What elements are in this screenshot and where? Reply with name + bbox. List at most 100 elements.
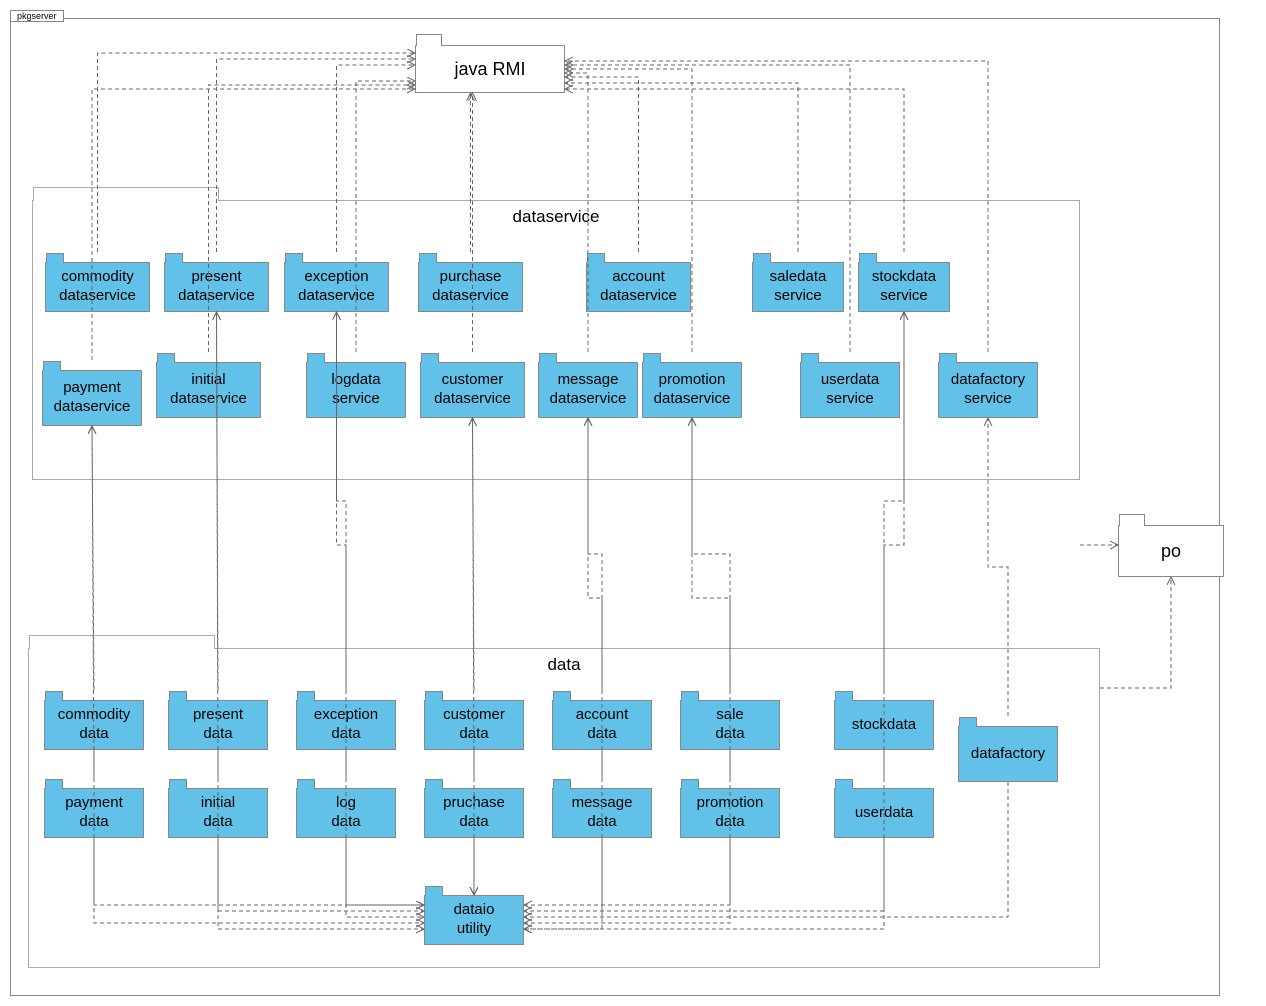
pkg-data-stockdata: stockdata: [834, 700, 934, 750]
pkg-tab: [46, 253, 64, 263]
pkg-dataservice-saledata: saledataservice: [752, 262, 844, 312]
pkg-tab: [425, 779, 443, 789]
pkg-label: purchasedataservice: [419, 268, 522, 306]
node-tab: [416, 34, 442, 46]
pkg-dataservice-commodity: commoditydataservice: [45, 262, 150, 312]
pkg-label: datafactory: [959, 745, 1057, 764]
pkg-tab: [307, 353, 325, 363]
pkg-label: messagedataservice: [539, 371, 637, 409]
node-label: java RMI: [454, 59, 525, 80]
java-rmi-node: java RMI: [415, 45, 565, 93]
pkg-dataservice-exception: exceptiondataservice: [284, 262, 389, 312]
pkg-tab: [169, 779, 187, 789]
pkg-tab: [421, 353, 439, 363]
pkg-label: paymentdata: [45, 794, 143, 832]
pkg-dataservice-promotion: promotiondataservice: [642, 362, 742, 418]
pkg-label: logdata: [297, 794, 395, 832]
frame-tab: pkgserver: [10, 10, 64, 22]
pkg-label: accountdataservice: [587, 268, 690, 306]
pkg-label: exceptiondata: [297, 706, 395, 744]
pkg-data-present: presentdata: [168, 700, 268, 750]
pkg-dataservice-logdata: logdataservice: [306, 362, 406, 418]
pkg-tab: [157, 353, 175, 363]
pkg-dataservice-userdata: userdataservice: [800, 362, 900, 418]
pkg-label: initialdataservice: [157, 371, 260, 409]
pkg-data-userdata: userdata: [834, 788, 934, 838]
pkg-tab: [45, 691, 63, 701]
pkg-label: userdata: [835, 804, 933, 823]
pkg-label: promotiondata: [681, 794, 779, 832]
pkg-tab: [681, 779, 699, 789]
pkg-label: pruchasedata: [425, 794, 523, 832]
pkg-tab: [297, 691, 315, 701]
pkg-data-datafactory: datafactory: [958, 726, 1058, 782]
pkg-label: stockdata: [835, 716, 933, 735]
pkg-label: messagedata: [553, 794, 651, 832]
container-title: data: [29, 655, 1099, 675]
pkg-data-customer: customerdata: [424, 700, 524, 750]
pkg-dataservice-datafactory: datafactoryservice: [938, 362, 1038, 418]
pkg-label: paymentdataservice: [43, 379, 141, 417]
pkg-tab: [425, 886, 443, 896]
pkg-data-account: accountdata: [552, 700, 652, 750]
pkg-label: presentdata: [169, 706, 267, 744]
pkg-label: customerdata: [425, 706, 523, 744]
pkg-tab: [43, 361, 61, 371]
pkg-label: commoditydata: [45, 706, 143, 744]
pkg-label: commoditydataservice: [46, 268, 149, 306]
pkg-dataservice-purchase: purchasedataservice: [418, 262, 523, 312]
pkg-tab: [587, 253, 605, 263]
pkg-tab: [681, 691, 699, 701]
pkg-label: datafactoryservice: [939, 371, 1037, 409]
pkg-label: exceptiondataservice: [285, 268, 388, 306]
pkg-dataservice-customer: customerdataservice: [420, 362, 525, 418]
pkg-data-payment: paymentdata: [44, 788, 144, 838]
pkg-tab: [419, 253, 437, 263]
container-title: dataservice: [33, 207, 1079, 227]
pkg-tab: [425, 691, 443, 701]
pkg-label: logdataservice: [307, 371, 405, 409]
pkg-tab: [939, 353, 957, 363]
pkg-tab: [835, 779, 853, 789]
pkg-dataservice-message: messagedataservice: [538, 362, 638, 418]
pkg-label: presentdataservice: [165, 268, 268, 306]
node-tab: [1119, 514, 1145, 526]
pkg-dataservice-account: accountdataservice: [586, 262, 691, 312]
pkg-data-sale: saledata: [680, 700, 780, 750]
pkg-dataio-utility: dataioutility: [424, 895, 524, 945]
pkg-tab: [297, 779, 315, 789]
dataservice-container: dataservice: [32, 200, 1080, 480]
pkg-tab: [45, 779, 63, 789]
pkg-data-promotion: promotiondata: [680, 788, 780, 838]
container-tab: [29, 635, 215, 649]
pkg-data-message: messagedata: [552, 788, 652, 838]
pkg-dataservice-payment: paymentdataservice: [42, 370, 142, 426]
pkg-label: userdataservice: [801, 371, 899, 409]
pkg-data-pruchase: pruchasedata: [424, 788, 524, 838]
node-label: po: [1161, 541, 1181, 562]
pkg-label: promotiondataservice: [643, 371, 741, 409]
pkg-tab: [165, 253, 183, 263]
pkg-tab: [553, 691, 571, 701]
pkg-label: saledata: [681, 706, 779, 744]
pkg-label: stockdataservice: [859, 268, 949, 306]
pkg-dataservice-initial: initialdataservice: [156, 362, 261, 418]
pkg-data-commodity: commoditydata: [44, 700, 144, 750]
pkg-label: dataioutility: [425, 901, 523, 939]
pkg-label: customerdataservice: [421, 371, 524, 409]
pkg-tab: [835, 691, 853, 701]
pkg-tab: [801, 353, 819, 363]
pkg-label: initialdata: [169, 794, 267, 832]
pkg-dataservice-present: presentdataservice: [164, 262, 269, 312]
po-node: po: [1118, 525, 1224, 577]
pkg-tab: [169, 691, 187, 701]
pkg-data-exception: exceptiondata: [296, 700, 396, 750]
pkg-label: saledataservice: [753, 268, 843, 306]
pkg-tab: [959, 717, 977, 727]
pkg-tab: [643, 353, 661, 363]
container-tab: [33, 187, 219, 201]
pkg-data-initial: initialdata: [168, 788, 268, 838]
pkg-tab: [285, 253, 303, 263]
pkg-tab: [859, 253, 877, 263]
pkg-tab: [753, 253, 771, 263]
